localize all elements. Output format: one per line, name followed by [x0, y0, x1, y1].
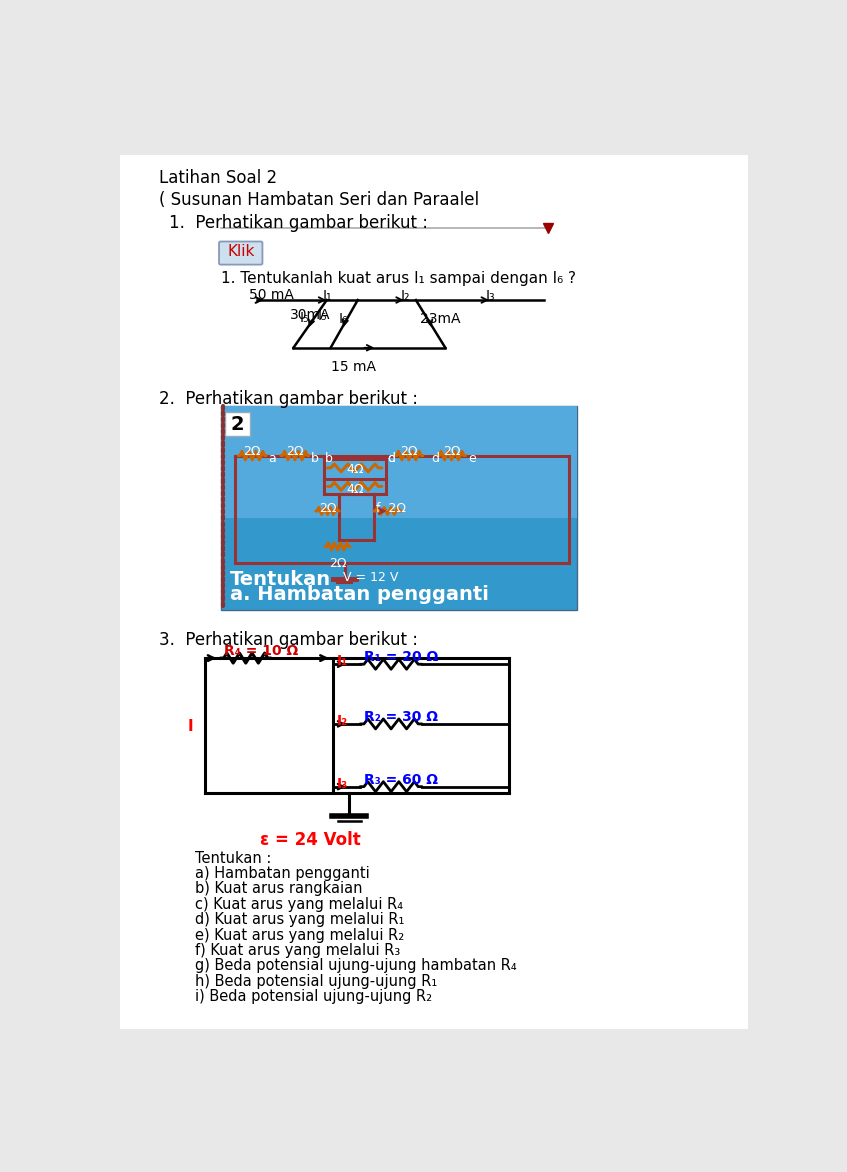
Text: a) Hambatan pengganti: a) Hambatan pengganti: [195, 866, 370, 881]
Text: e: e: [468, 452, 476, 465]
Text: I₂: I₂: [337, 714, 348, 728]
Text: R₄ = 10 Ω: R₄ = 10 Ω: [224, 645, 299, 659]
Text: a. Hambatan pengganti: a. Hambatan pengganti: [230, 585, 489, 604]
Text: c) Kuat arus yang melalui R₄: c) Kuat arus yang melalui R₄: [195, 897, 403, 912]
Text: 2.  Perhatikan gambar berikut :: 2. Perhatikan gambar berikut :: [158, 390, 418, 408]
Text: 2Ω: 2Ω: [400, 445, 418, 458]
Text: 4Ω: 4Ω: [346, 483, 363, 496]
Text: f  2Ω: f 2Ω: [376, 502, 407, 515]
Text: 50 mA: 50 mA: [249, 288, 294, 302]
Text: I₂: I₂: [401, 289, 410, 304]
Text: 30mA: 30mA: [290, 308, 330, 322]
FancyBboxPatch shape: [220, 406, 577, 609]
Text: 1. Tentukanlah kuat arus I₁ sampai dengan I₆ ?: 1. Tentukanlah kuat arus I₁ sampai denga…: [220, 271, 576, 286]
Text: a: a: [268, 452, 275, 465]
Text: b: b: [325, 452, 333, 465]
FancyBboxPatch shape: [220, 406, 577, 518]
Text: Klik: Klik: [227, 244, 254, 259]
Text: V = 12 V: V = 12 V: [343, 571, 398, 584]
Text: R₁ = 20 Ω: R₁ = 20 Ω: [364, 650, 438, 665]
Text: I₁: I₁: [323, 289, 333, 304]
Text: 2Ω: 2Ω: [318, 502, 336, 515]
Text: R₂ = 30 Ω: R₂ = 30 Ω: [364, 710, 438, 724]
FancyBboxPatch shape: [119, 155, 749, 1029]
Text: ε = 24 Volt: ε = 24 Volt: [260, 831, 361, 850]
Text: 3.  Perhatikan gambar berikut :: 3. Perhatikan gambar berikut :: [158, 632, 418, 649]
Text: g) Beda potensial ujung-ujung hambatan R₄: g) Beda potensial ujung-ujung hambatan R…: [195, 959, 517, 974]
Text: 2Ω: 2Ω: [329, 557, 346, 571]
Text: 2Ω: 2Ω: [443, 445, 460, 458]
Text: c: c: [387, 452, 394, 465]
Text: I₃: I₃: [337, 777, 348, 791]
Text: d: d: [431, 452, 440, 465]
Text: ( Susunan Hambatan Seri dan Paraalel: ( Susunan Hambatan Seri dan Paraalel: [158, 191, 479, 209]
Text: 2: 2: [231, 415, 245, 434]
FancyBboxPatch shape: [219, 241, 263, 265]
Text: b: b: [311, 452, 318, 465]
Text: 4Ω: 4Ω: [346, 463, 363, 476]
Text: i) Beda potensial ujung-ujung R₂: i) Beda potensial ujung-ujung R₂: [195, 989, 432, 1004]
Text: I₆: I₆: [338, 312, 348, 326]
Text: d: d: [387, 452, 396, 465]
Text: I₁: I₁: [337, 654, 348, 668]
Text: R₃ = 60 Ω: R₃ = 60 Ω: [364, 772, 438, 786]
Text: d) Kuat arus yang melalui R₁: d) Kuat arus yang melalui R₁: [195, 912, 404, 927]
Text: e) Kuat arus yang melalui R₂: e) Kuat arus yang melalui R₂: [195, 927, 404, 942]
Text: h) Beda potensial ujung-ujung R₁: h) Beda potensial ujung-ujung R₁: [195, 974, 437, 989]
Text: Tentukan: Tentukan: [230, 570, 331, 588]
Text: Tentukan :: Tentukan :: [195, 851, 271, 866]
Text: I₅: I₅: [318, 309, 327, 323]
Text: 1.  Perhatikan gambar berikut :: 1. Perhatikan gambar berikut :: [169, 213, 429, 232]
Text: 23mA: 23mA: [420, 312, 460, 326]
Text: b) Kuat arus rangkaian: b) Kuat arus rangkaian: [195, 881, 363, 897]
FancyBboxPatch shape: [225, 411, 250, 436]
Text: Latihan Soal 2: Latihan Soal 2: [158, 169, 277, 188]
Text: f) Kuat arus yang melalui R₃: f) Kuat arus yang melalui R₃: [195, 943, 401, 958]
Text: 2Ω: 2Ω: [286, 445, 304, 458]
Text: I₃: I₃: [485, 289, 495, 304]
Text: I: I: [188, 720, 194, 735]
Text: I₅: I₅: [300, 311, 309, 325]
Text: 2Ω: 2Ω: [244, 445, 261, 458]
Text: 15 mA: 15 mA: [331, 360, 376, 374]
